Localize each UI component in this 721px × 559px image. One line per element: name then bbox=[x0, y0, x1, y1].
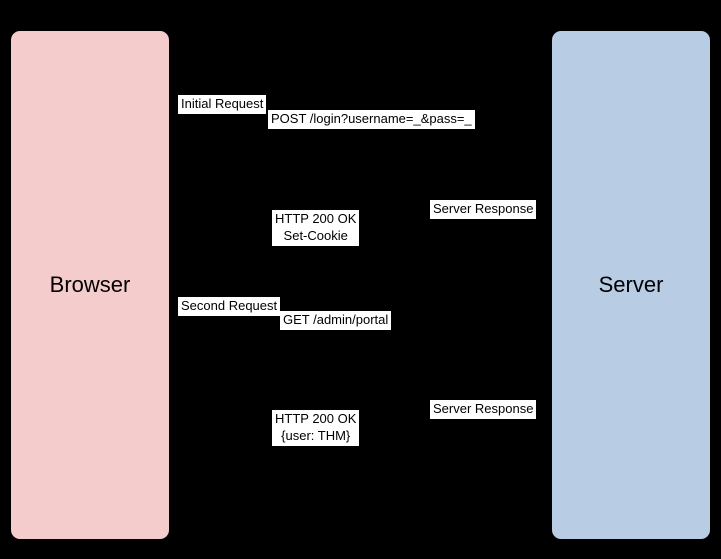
label-http-200-cookie-line2: Set-Cookie bbox=[284, 228, 348, 243]
label-second-request: Second Request bbox=[178, 297, 280, 316]
server-label: Server bbox=[599, 272, 664, 298]
browser-label: Browser bbox=[50, 272, 131, 298]
label-server-response-1: Server Response bbox=[430, 200, 536, 219]
label-http-200-user-line1: HTTP 200 OK bbox=[275, 411, 356, 426]
label-http-200-cookie: HTTP 200 OK Set-Cookie bbox=[272, 210, 359, 246]
browser-box: Browser bbox=[10, 30, 170, 540]
label-get-admin: GET /admin/portal bbox=[280, 311, 391, 330]
label-http-200-cookie-line1: HTTP 200 OK bbox=[275, 211, 356, 226]
server-box: Server bbox=[551, 30, 711, 540]
label-initial-request: Initial Request bbox=[178, 95, 266, 114]
label-post-login: POST /login?username=_&pass=_ bbox=[268, 110, 475, 129]
label-http-200-user-line2: {user: THM} bbox=[281, 428, 350, 443]
label-http-200-user: HTTP 200 OK {user: THM} bbox=[272, 410, 359, 446]
label-server-response-2: Server Response bbox=[430, 400, 536, 419]
